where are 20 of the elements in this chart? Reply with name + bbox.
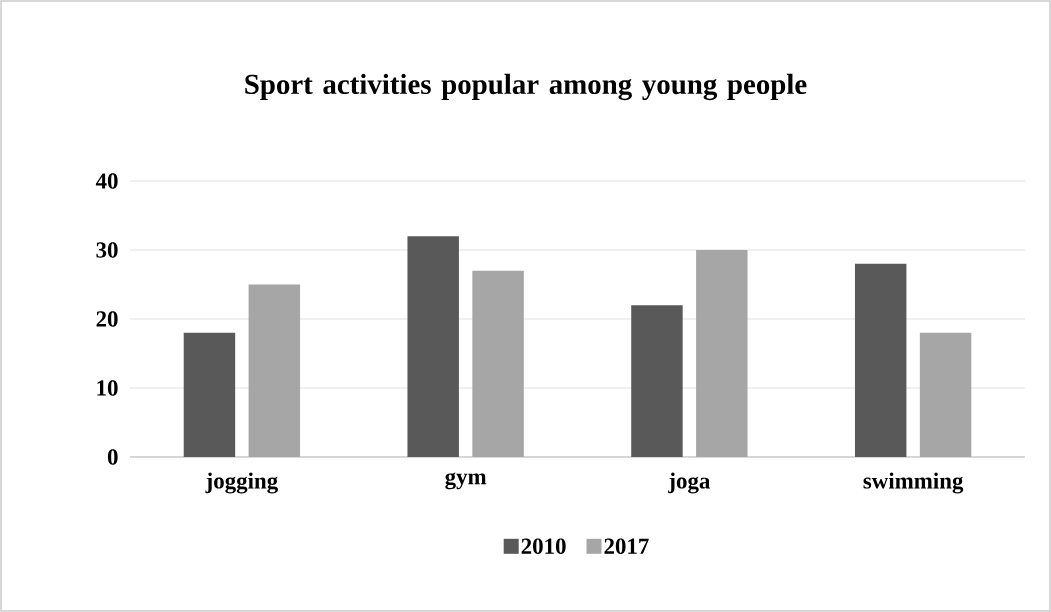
bar (631, 305, 683, 457)
x-tick-label: gym (445, 472, 487, 490)
bar (854, 263, 907, 457)
bar (472, 270, 524, 457)
bar (919, 332, 972, 457)
x-tick-label: swimming (863, 472, 964, 494)
y-tick-label: 30 (96, 242, 118, 258)
y-tick-label: 0 (107, 449, 118, 465)
legend-label: 2017 (604, 538, 649, 554)
bar (407, 236, 459, 457)
bar (248, 284, 301, 457)
y-tick-label: 10 (97, 380, 118, 396)
chart-title: Sport activities popular among young people (245, 73, 807, 101)
legend-label: 2010 (521, 538, 566, 554)
bar (183, 332, 236, 457)
y-tick-label: 40 (95, 173, 118, 189)
bar (696, 249, 748, 457)
y-tick-label: 20 (96, 311, 118, 327)
x-tick-label: jogging (205, 472, 278, 494)
x-tick-label: joga (668, 472, 711, 494)
